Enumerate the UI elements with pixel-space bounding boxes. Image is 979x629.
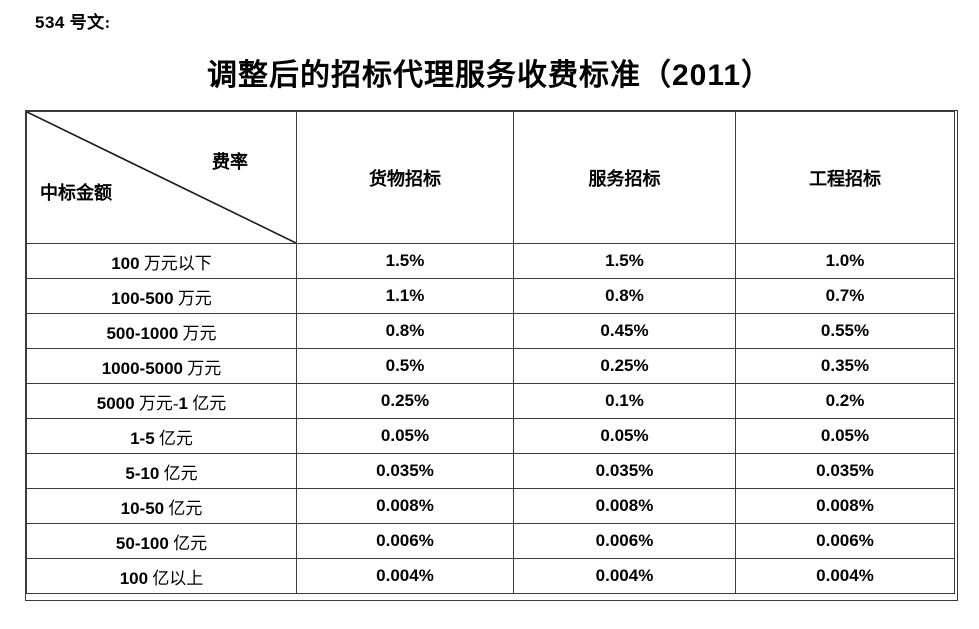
table-row: 10-50 亿元 0.008% 0.008% 0.008% xyxy=(26,488,955,524)
fee-rate-cell: 1.0% xyxy=(735,243,955,279)
corner-label-fee-rate: 费率 xyxy=(212,152,248,172)
amount-tier-cell: 500-1000 万元 xyxy=(26,313,297,349)
fee-rate-cell: 0.45% xyxy=(513,313,736,349)
fee-rate-cell: 1.5% xyxy=(513,243,736,279)
column-header-service-bidding: 服务招标 xyxy=(513,111,736,244)
fee-rate-cell: 0.006% xyxy=(513,523,736,559)
table-row: 500-1000 万元 0.8% 0.45% 0.55% xyxy=(26,313,955,349)
table-row: 100 万元以下 1.5% 1.5% 1.0% xyxy=(26,243,955,279)
table-row: 100 亿以上 0.004% 0.004% 0.004% xyxy=(26,558,955,594)
fee-rate-cell: 0.035% xyxy=(513,453,736,489)
column-header-engineering-bidding: 工程招标 xyxy=(735,111,955,244)
amount-tier-cell: 100-500 万元 xyxy=(26,278,297,314)
fee-rate-cell: 0.8% xyxy=(296,313,514,349)
table-row: 100-500 万元 1.1% 0.8% 0.7% xyxy=(26,278,955,314)
table-row: 50-100 亿元 0.006% 0.006% 0.006% xyxy=(26,523,955,559)
fee-rate-cell: 0.05% xyxy=(296,418,514,454)
fee-rate-cell: 0.004% xyxy=(513,558,736,594)
fee-rate-cell: 0.2% xyxy=(735,383,955,419)
amount-tier-cell: 100 亿以上 xyxy=(26,558,297,594)
amount-tier-cell: 10-50 亿元 xyxy=(26,488,297,524)
page-title: 调整后的招标代理服务收费标准（2011） xyxy=(206,59,773,92)
amount-tier-cell: 50-100 亿元 xyxy=(26,523,297,559)
fee-rate-cell: 1.1% xyxy=(296,278,514,314)
corner-header-cell: 费率 中标金额 xyxy=(26,111,297,244)
fee-rate-cell: 0.8% xyxy=(513,278,736,314)
table-row: 5000 万元-1 亿元 0.25% 0.1% 0.2% xyxy=(26,383,955,419)
fee-rate-cell: 0.008% xyxy=(296,488,514,524)
fee-rate-cell: 0.006% xyxy=(735,523,955,559)
table-row: 1000-5000 万元 0.5% 0.25% 0.35% xyxy=(26,348,955,384)
amount-tier-cell: 1000-5000 万元 xyxy=(26,348,297,384)
fee-rate-cell: 0.55% xyxy=(735,313,955,349)
fee-rate-cell: 0.035% xyxy=(296,453,514,489)
doc-number-label: 534 号文: xyxy=(35,13,111,32)
fee-rate-cell: 0.008% xyxy=(735,488,955,524)
fee-rate-cell: 0.5% xyxy=(296,348,514,384)
fee-rate-cell: 0.7% xyxy=(735,278,955,314)
fee-rate-cell: 0.25% xyxy=(296,383,514,419)
amount-tier-cell: 5000 万元-1 亿元 xyxy=(26,383,297,419)
fee-rate-cell: 1.5% xyxy=(296,243,514,279)
fee-table-body: 100 万元以下 1.5% 1.5% 1.0% 100-500 万元 1.1% 0.8% 0.… xyxy=(26,243,955,594)
fee-rate-cell: 0.25% xyxy=(513,348,736,384)
table-header-row: 费率 中标金额 货物招标 服务招标 工程招标 xyxy=(26,111,955,244)
amount-tier-cell: 1-5 亿元 xyxy=(26,418,297,454)
diagonal-divider-line xyxy=(27,112,296,243)
table-row: 1-5 亿元 0.05% 0.05% 0.05% xyxy=(26,418,955,454)
fee-rate-cell: 0.004% xyxy=(296,558,514,594)
amount-tier-cell: 100 万元以下 xyxy=(26,243,297,279)
fee-rate-cell: 0.05% xyxy=(513,418,736,454)
fee-rate-cell: 0.05% xyxy=(735,418,955,454)
fee-rate-cell: 0.008% xyxy=(513,488,736,524)
fee-rate-cell: 0.004% xyxy=(735,558,955,594)
fee-table: 费率 中标金额 货物招标 服务招标 工程招标 100 万元以下 1.5% 1.5% 1… xyxy=(26,111,955,594)
amount-tier-cell: 5-10 亿元 xyxy=(26,453,297,489)
fee-rate-cell: 0.006% xyxy=(296,523,514,559)
table-row: 5-10 亿元 0.035% 0.035% 0.035% xyxy=(26,453,955,489)
fee-rate-cell: 0.1% xyxy=(513,383,736,419)
fee-rate-cell: 0.35% xyxy=(735,348,955,384)
column-header-goods-bidding: 货物招标 xyxy=(296,111,514,244)
corner-label-bid-amount: 中标金额 xyxy=(40,183,112,203)
fee-rate-cell: 0.035% xyxy=(735,453,955,489)
fee-table-outer-border: 费率 中标金额 货物招标 服务招标 工程招标 100 万元以下 1.5% 1.5% 1… xyxy=(25,110,958,601)
